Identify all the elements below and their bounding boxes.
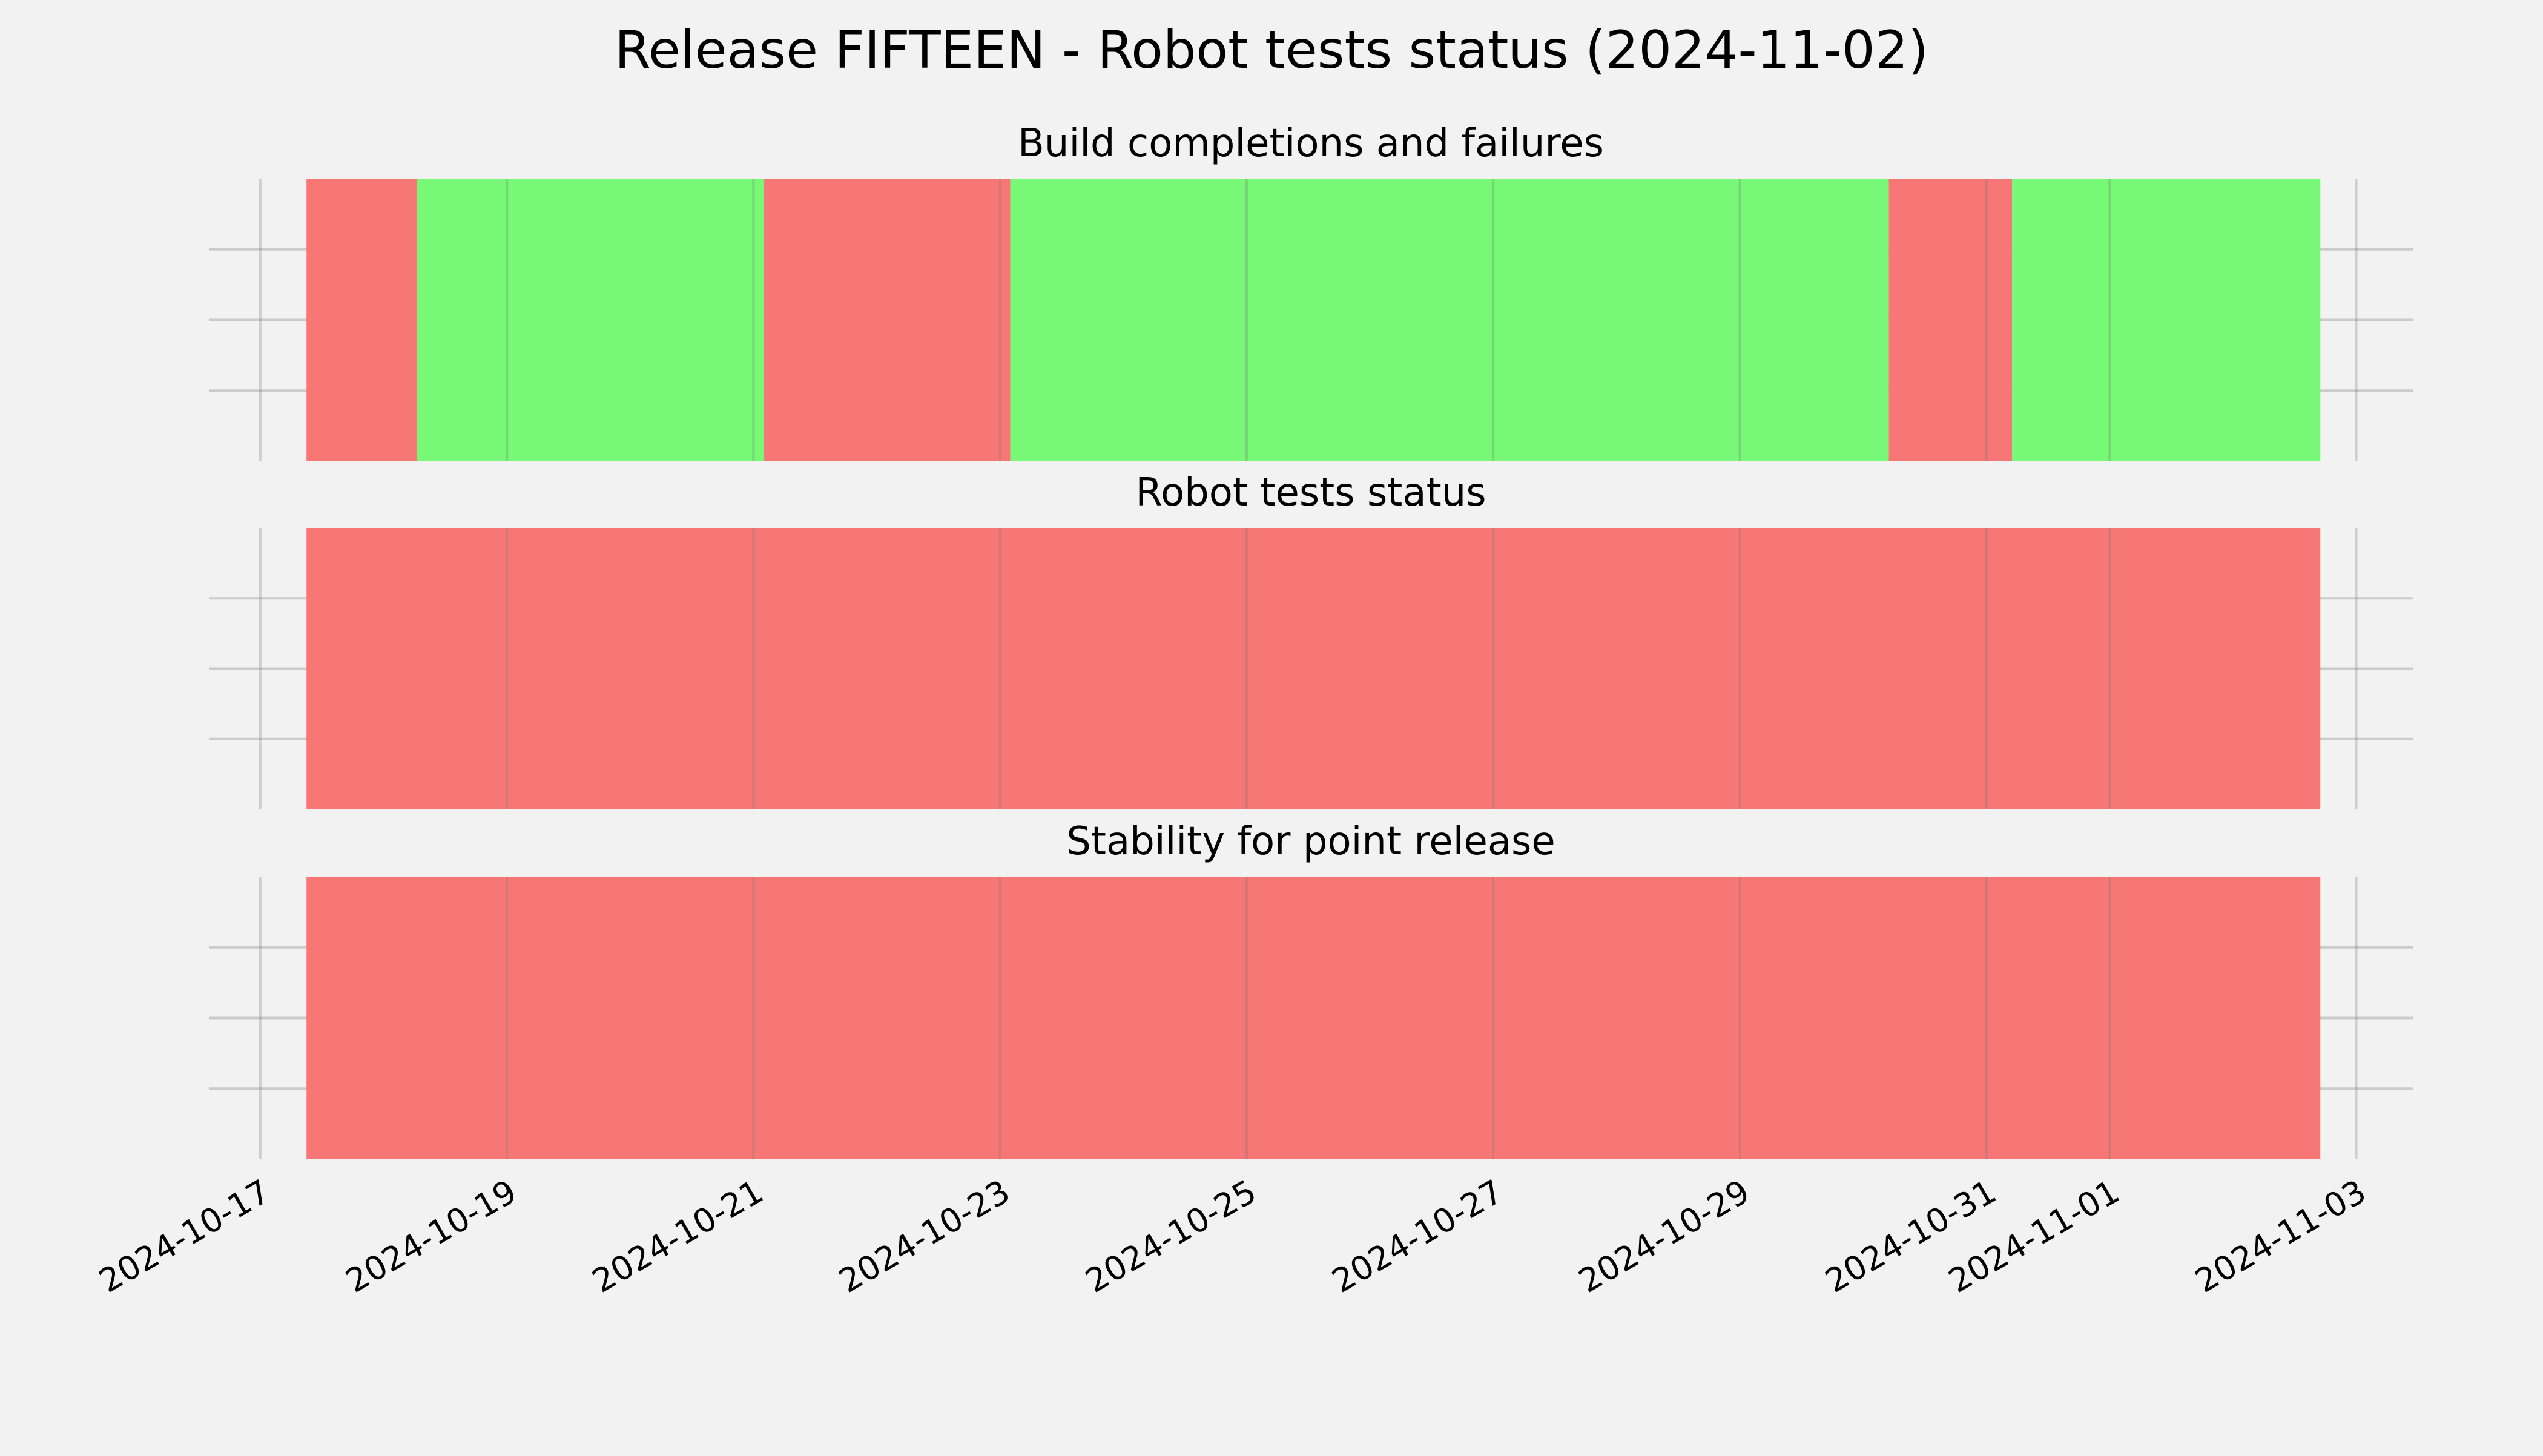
panel-2: Robot tests status xyxy=(209,470,2413,809)
segment-fail xyxy=(306,528,2321,809)
panel-3: Stability for point release xyxy=(209,819,2413,1159)
x-tick-label: 2024-10-27 xyxy=(1325,1172,1509,1300)
panel-title: Build completions and failures xyxy=(1018,121,1604,166)
segment-pass xyxy=(417,179,764,461)
segment-fail xyxy=(306,877,2321,1159)
x-tick-label: 2024-10-17 xyxy=(93,1172,276,1300)
panel-title: Robot tests status xyxy=(1135,470,1486,515)
segment-pass xyxy=(1010,179,1889,461)
x-tick-label: 2024-10-21 xyxy=(586,1172,770,1300)
x-tick-label: 2024-10-25 xyxy=(1079,1172,1262,1300)
x-tick-label: 2024-10-19 xyxy=(339,1172,523,1300)
x-tick-label: 2024-10-29 xyxy=(1572,1172,1756,1300)
segment-pass xyxy=(2012,179,2321,461)
panel-1: Build completions and failures xyxy=(209,121,2413,461)
x-tick-label: 2024-10-23 xyxy=(833,1172,1016,1300)
segment-fail xyxy=(1888,179,2013,461)
panel-title: Stability for point release xyxy=(1066,819,1555,864)
x-axis: 2024-10-17 2024-10-19 2024-10-21 2024-10-23… xyxy=(93,1172,2372,1300)
x-tick-label: 2024-11-03 xyxy=(2189,1172,2372,1300)
segment-fail xyxy=(306,179,417,461)
chart-title: Release FIFTEEN - Robot tests status (20… xyxy=(615,20,1928,81)
chart-panels: Build completions and failures Robot test… xyxy=(209,121,2413,1159)
segment-fail xyxy=(764,179,1011,461)
